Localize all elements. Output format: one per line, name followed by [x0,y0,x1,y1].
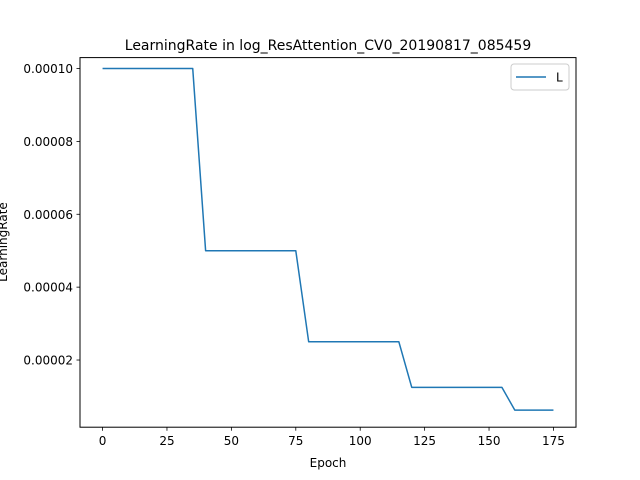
y-tick-label: 0.00004 [23,281,73,295]
chart-title: LearningRate in log_ResAttention_CV0_201… [125,38,531,54]
x-tick-label: 25 [159,434,174,448]
legend-label: L [556,71,563,85]
x-tick-label: 125 [413,434,436,448]
x-tick-label: 100 [349,434,372,448]
series-line-0 [102,67,554,411]
x-tick-label: 75 [288,434,303,448]
legend: L [510,63,570,91]
x-tick-label: 0 [99,434,107,448]
series-layer [102,67,554,411]
x-tick-label: 175 [542,434,565,448]
x-axis: 0 25 50 75 100 125 150 175 [99,427,565,448]
plot-area [79,57,577,428]
y-tick-label: 0.00002 [23,354,73,368]
x-axis-label: Epoch [310,456,347,470]
y-tick-label: 0.00006 [23,208,73,222]
x-tick-label: 150 [478,434,501,448]
y-tick-label: 0.00010 [23,62,73,76]
x-tick-label: 50 [224,434,239,448]
y-axis: 0.00002 0.00004 0.00006 0.00008 0.00010 [23,62,80,368]
y-tick-label: 0.00008 [23,135,73,149]
y-axis-label: LearningRate [0,202,10,282]
